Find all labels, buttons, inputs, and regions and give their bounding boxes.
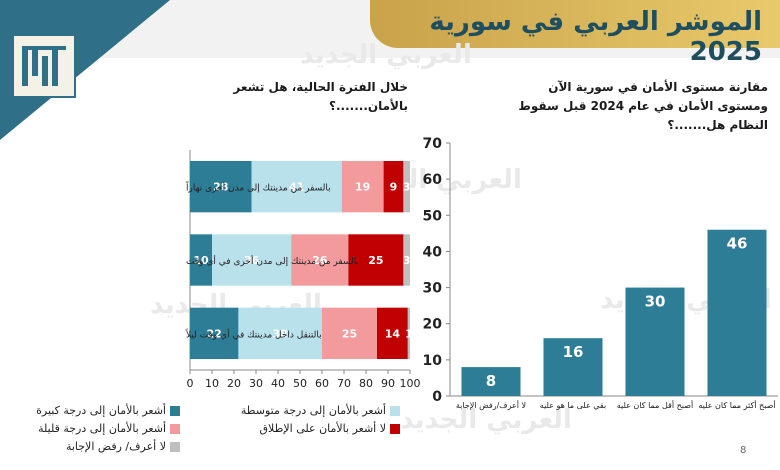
x-tick-label: 40: [271, 377, 285, 390]
bar-segment: [383, 161, 404, 213]
bar-segment: [341, 161, 384, 213]
bar-segment: [251, 161, 342, 213]
bar-segment: [190, 307, 239, 359]
bar: [461, 367, 521, 396]
legend-swatch: [170, 424, 180, 434]
category-label: أصبح أقل مما كان عليه: [617, 400, 693, 410]
bar-segment: [190, 161, 252, 213]
category-label: أصبح أكثر مما كان عليه: [698, 400, 775, 410]
x-tick-label: 90: [381, 377, 395, 390]
data-label: 46: [727, 235, 748, 253]
bar: [707, 229, 767, 396]
data-label: 26: [312, 254, 328, 267]
x-tick-label: 100: [400, 377, 421, 390]
watermark: العربي الجديد: [300, 40, 472, 70]
header-gold-bar: [370, 0, 780, 48]
vertical-bar-chart: 0 10 20 30 40 50 60 70 8 لا أعرف/رفض الإجابة 16 بقي…: [423, 136, 778, 411]
x-tick-label: 0: [187, 377, 194, 390]
arab-index-logo: [12, 34, 76, 98]
y-tick-label: 0: [432, 389, 442, 405]
y-tick-label: 70: [423, 136, 443, 152]
x-tick-label: 20: [227, 377, 241, 390]
y-tick-label: 50: [423, 208, 443, 224]
data-label: 14: [385, 327, 401, 340]
category-label: بالتنقل داخل مدينتك في أي وقت ليلاً: [184, 328, 321, 340]
left-question: خلال الفترة الحالية، هل تشعر بالأمان....…: [233, 80, 408, 113]
data-label: 25: [342, 327, 357, 340]
bar-segment: [403, 234, 410, 286]
data-label: 41: [289, 181, 304, 194]
data-label: 16: [563, 343, 584, 361]
legend-item: لا أشعر بالأمان على الإطلاق: [260, 422, 400, 435]
data-label: 1: [405, 327, 413, 340]
data-label: 19: [355, 181, 370, 194]
x-tick-label: 30: [249, 377, 263, 390]
bar: [625, 287, 685, 396]
bar-segment: [212, 234, 292, 286]
data-label: 25: [368, 254, 383, 267]
data-label: 28: [213, 181, 228, 194]
page-number: 8: [740, 445, 747, 456]
data-label: 22: [207, 327, 222, 340]
legend-swatch: [170, 406, 180, 416]
x-tick-label: 70: [337, 377, 351, 390]
right-question: مقارنة مستوى الأمان في سورية الآن ومستوى…: [518, 80, 768, 132]
legend-item: أشعر بالأمان إلى درجة متوسطة: [241, 404, 400, 417]
data-label: 10: [193, 254, 209, 267]
y-tick-label: 20: [423, 317, 443, 333]
bar-segment: [377, 307, 408, 359]
x-tick-label: 80: [359, 377, 373, 390]
bar-segment: [322, 307, 377, 359]
y-tick-label: 40: [423, 244, 443, 260]
data-label: 36: [244, 254, 260, 267]
x-tick-label: 10: [205, 377, 219, 390]
legend: أشعر بالأمان إلى درجة كبيرة أشعر بالأمان…: [10, 400, 430, 460]
data-label: 3: [403, 181, 411, 194]
data-label: 30: [645, 293, 666, 311]
page-title: الموشر العربي في سورية 2025: [429, 7, 762, 67]
category-label: بالسفر من مدينتك إلى مدن أخرى في أي وقت: [186, 255, 359, 267]
category-label: بقي على ما هو عليه: [540, 401, 606, 410]
legend-item: أشعر بالأمان إلى درجة قليلة: [38, 422, 180, 435]
watermark: العربي الجديد: [400, 405, 572, 435]
data-label: 8: [486, 372, 496, 390]
x-tick-label: 60: [315, 377, 329, 390]
legend-swatch: [170, 442, 180, 452]
legend-swatch: [390, 424, 400, 434]
bar-segment: [190, 234, 212, 286]
x-tick-label: 50: [293, 377, 307, 390]
legend-swatch: [390, 406, 400, 416]
bar: [543, 338, 603, 396]
y-tick-label: 60: [423, 172, 443, 188]
data-label: 38: [273, 327, 288, 340]
data-label: 3: [403, 254, 411, 267]
bar-segment: [238, 307, 322, 359]
data-label: 9: [390, 181, 398, 194]
bar-segment: [407, 307, 410, 359]
bar-segment: [291, 234, 349, 286]
category-label: بالسفر من مدينتك إلى مدن أخرى نهاراً: [185, 181, 331, 194]
y-tick-label: 10: [423, 353, 443, 369]
y-tick-label: 30: [423, 281, 443, 297]
bar-segment: [403, 161, 410, 213]
category-label: لا أعرف/رفض الإجابة: [456, 400, 526, 411]
legend-item: لا أعرف/ رفض الإجابة: [66, 440, 180, 453]
legend-item: أشعر بالأمان إلى درجة كبيرة: [36, 404, 180, 417]
bar-segment: [348, 234, 404, 286]
